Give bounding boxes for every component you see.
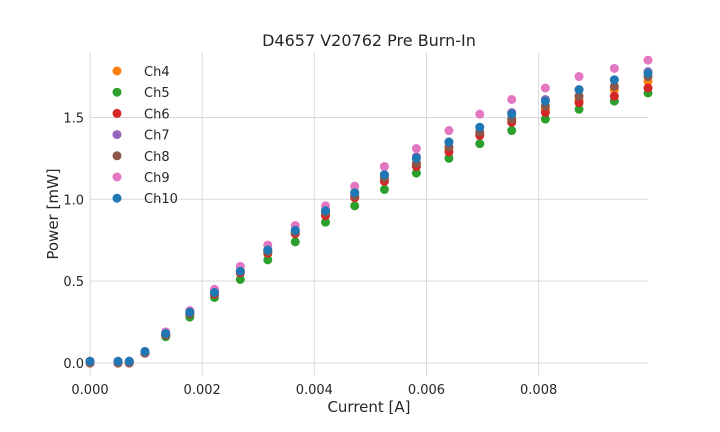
data-point [350, 181, 360, 191]
data-point [350, 201, 360, 211]
legend-label: Ch4 [144, 65, 170, 80]
x-axis-label: Current [A] [327, 398, 410, 416]
x-tick-label: 0.006 [408, 383, 445, 398]
data-point [263, 255, 273, 265]
data-point [444, 126, 454, 136]
data-point [444, 153, 454, 163]
data-point [161, 328, 171, 338]
series-ch10 [85, 68, 653, 366]
data-point [140, 346, 150, 356]
legend: Ch4 Ch5 Ch6 Ch7 Ch8 Ch9 Ch10 [112, 65, 178, 207]
legend-label: Ch10 [144, 192, 178, 207]
data-points [85, 55, 653, 368]
data-point [507, 109, 517, 119]
legend-marker [112, 130, 122, 140]
plot-area [90, 52, 648, 376]
legend-marker [112, 87, 122, 97]
legend-label: Ch8 [144, 150, 170, 165]
legend-label: Ch7 [144, 129, 170, 144]
data-point [411, 168, 421, 178]
legend-marker [112, 172, 122, 182]
data-point [540, 114, 550, 124]
x-tick-label: 0.000 [71, 383, 108, 398]
y-axis-label: Power [mW] [44, 168, 62, 259]
data-point [574, 72, 584, 82]
data-point [574, 85, 584, 95]
data-point [540, 96, 550, 106]
data-point [540, 108, 550, 118]
data-point [475, 109, 485, 119]
y-tick-label: 1.0 [63, 193, 84, 208]
data-point [379, 184, 389, 194]
data-point [475, 139, 485, 149]
data-point [379, 162, 389, 172]
data-point [444, 137, 454, 147]
legend-label: Ch9 [144, 171, 170, 186]
data-point [185, 307, 195, 317]
data-point [235, 266, 245, 276]
data-point [411, 144, 421, 154]
legend-marker [112, 151, 122, 161]
legend-label: Ch6 [144, 107, 170, 122]
data-point [643, 83, 653, 93]
data-point [290, 237, 300, 247]
data-point [574, 98, 584, 108]
data-point [321, 217, 331, 227]
data-point [643, 55, 653, 65]
data-point [609, 81, 619, 91]
data-point [475, 122, 485, 132]
data-point [85, 356, 95, 366]
grid [89, 52, 648, 376]
data-point [113, 356, 123, 366]
data-point [411, 153, 421, 163]
y-tick-label: 0.0 [63, 357, 84, 372]
data-point [574, 104, 584, 114]
data-point [507, 94, 517, 104]
data-point [321, 206, 331, 216]
data-point [609, 63, 619, 73]
y-tick-label: 1.5 [63, 111, 84, 126]
y-tick-label: 0.5 [63, 275, 84, 290]
data-point [507, 126, 517, 136]
data-point [609, 75, 619, 85]
data-point [574, 91, 584, 101]
data-point [235, 274, 245, 284]
legend-marker [112, 108, 122, 118]
chart-title: D4657 V20762 Pre Burn-In [262, 31, 476, 50]
legend-marker [112, 66, 122, 76]
data-point [379, 170, 389, 180]
x-tick-label: 0.008 [520, 383, 557, 398]
x-tick-label: 0.002 [184, 383, 221, 398]
legend-label: Ch5 [144, 86, 170, 101]
data-point [540, 83, 550, 93]
data-point [209, 288, 219, 298]
data-point [290, 225, 300, 235]
legend-marker [112, 193, 122, 203]
data-point [643, 68, 653, 78]
data-point [609, 91, 619, 101]
x-tick-label: 0.004 [296, 383, 333, 398]
data-point [350, 188, 360, 198]
data-point [263, 245, 273, 255]
data-point [124, 356, 134, 366]
tick-labels: 0.000 0.002 0.004 0.006 0.008 0.0 0.5 1.0 1.5 [63, 111, 557, 398]
